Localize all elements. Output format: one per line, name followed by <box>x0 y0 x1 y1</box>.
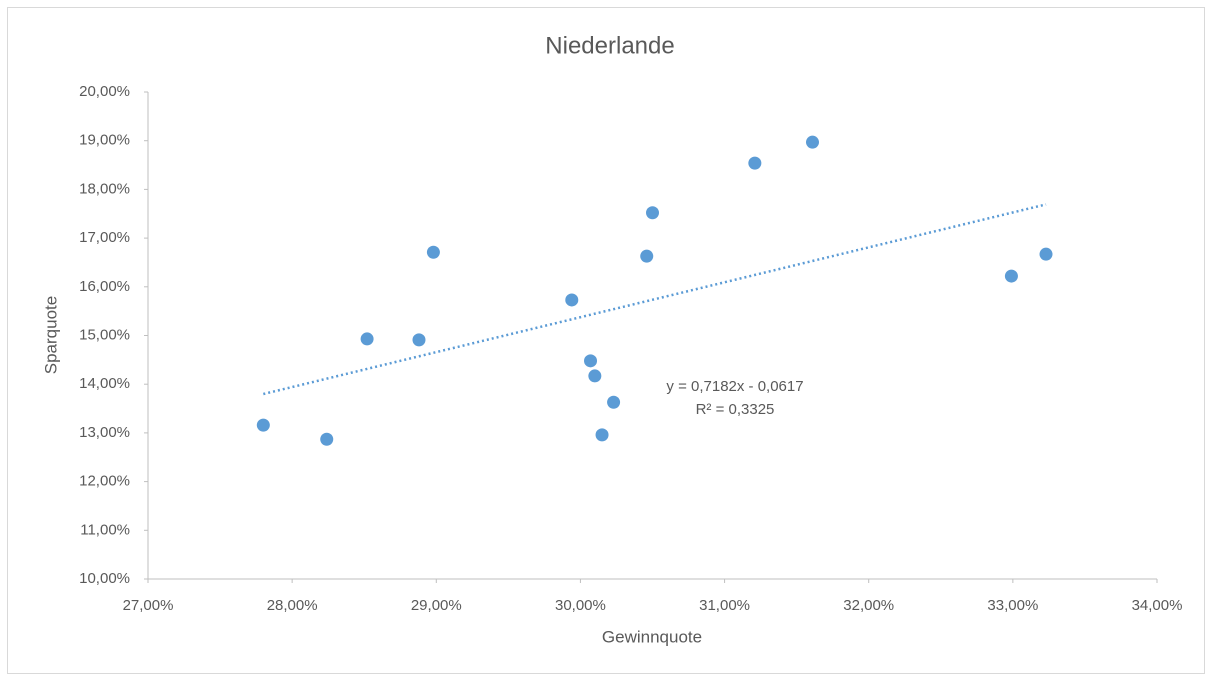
point <box>595 428 609 442</box>
x-tick-label: 34,00% <box>1132 597 1183 614</box>
y-tick-label: 11,00% <box>80 521 130 538</box>
y-tick-label: 12,00% <box>79 473 130 490</box>
y-tick-label: 18,00% <box>79 180 130 197</box>
chart-title: Niederlande <box>545 32 674 59</box>
x-tick-label: 30,00% <box>555 597 606 614</box>
x-tick-label: 31,00% <box>699 597 750 614</box>
point <box>1039 247 1053 261</box>
trend-equation: y = 0,7182x - 0,0617 <box>666 378 803 395</box>
point <box>426 245 440 259</box>
chart-frame <box>7 7 1205 674</box>
y-tick-label: 19,00% <box>79 132 130 149</box>
x-tick-label: 32,00% <box>843 597 894 614</box>
point <box>584 354 598 368</box>
trend-r-squared: R² = 0,3325 <box>696 401 775 418</box>
point <box>748 156 762 170</box>
point <box>412 333 426 347</box>
point <box>1004 269 1018 283</box>
y-tick-label: 17,00% <box>79 229 130 246</box>
x-tick-label: 27,00% <box>123 597 174 614</box>
y-tick-label: 10,00% <box>79 570 130 587</box>
point <box>588 369 602 383</box>
trendline <box>263 203 1047 396</box>
y-tick-label: 14,00% <box>79 375 130 392</box>
y-tick-label: 15,00% <box>79 326 130 343</box>
x-tick-label: 29,00% <box>411 597 462 614</box>
x-axis-label: Gewinnquote <box>602 627 702 646</box>
point <box>805 135 819 149</box>
point <box>607 395 621 409</box>
point <box>565 293 579 307</box>
y-tick-label: 13,00% <box>79 424 130 441</box>
point <box>360 332 374 346</box>
point <box>320 432 334 446</box>
x-tick-label: 28,00% <box>267 597 318 614</box>
y-tick-label: 16,00% <box>79 278 130 295</box>
point <box>646 206 659 220</box>
point <box>640 249 654 263</box>
x-tick-label: 33,00% <box>987 597 1038 614</box>
y-axis-label: Sparquote <box>41 296 60 374</box>
point <box>256 418 270 432</box>
y-tick-label: 20,00% <box>79 83 130 100</box>
